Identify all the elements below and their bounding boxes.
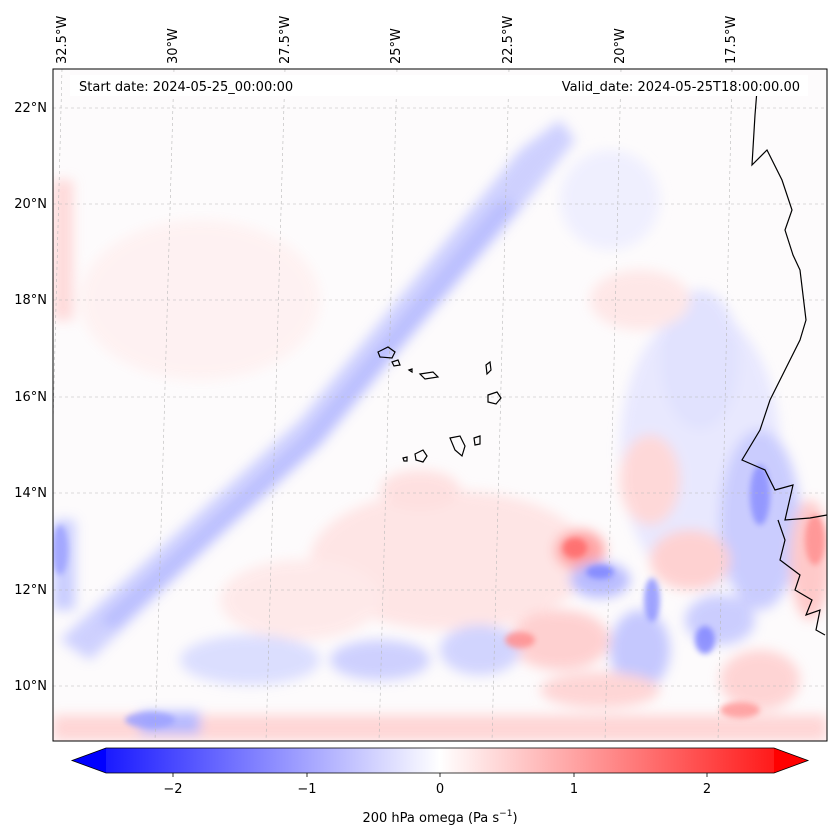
lat-label: 20°N bbox=[14, 197, 47, 212]
lat-label: 12°N bbox=[14, 583, 47, 598]
lon-label: 17.5°W bbox=[724, 16, 739, 64]
map-frame bbox=[52, 68, 828, 742]
map-panel[interactable]: Start date: 2024-05-25_00:00:00 Valid_da… bbox=[45, 68, 830, 742]
colorbar-label: 200 hPa omega (Pa s−1) bbox=[362, 809, 517, 826]
lon-label: 27.5°W bbox=[278, 16, 293, 64]
lon-label: 22.5°W bbox=[501, 16, 516, 64]
latitude-labels: 22°N 20°N 18°N 16°N 14°N 12°N 10°N bbox=[14, 101, 47, 694]
lat-label: 22°N bbox=[14, 101, 47, 116]
lat-label: 16°N bbox=[14, 390, 47, 405]
colorbar-tick: −2 bbox=[163, 782, 182, 797]
valid-date-label: Valid_date: 2024-05-25T18:00:00.00 bbox=[562, 80, 800, 95]
lat-label: 10°N bbox=[14, 679, 47, 694]
colorbar-tick: 1 bbox=[570, 782, 578, 797]
colorbar-min-extend bbox=[72, 748, 106, 773]
colorbar-tick: 2 bbox=[703, 782, 711, 797]
cape-verde-islands bbox=[377, 346, 502, 463]
colorbar-label-sup: −1 bbox=[499, 809, 512, 819]
colorbar: −2 −1 0 1 2 200 hPa omega (Pa s−1) bbox=[70, 747, 810, 826]
header-box bbox=[70, 75, 808, 96]
start-date-label: Start date: 2024-05-25_00:00:00 bbox=[79, 80, 293, 95]
lon-label: 25°W bbox=[389, 28, 404, 64]
lon-label: 20°W bbox=[613, 28, 628, 64]
lat-label: 18°N bbox=[14, 293, 47, 308]
colorbar-tick: 0 bbox=[436, 782, 444, 797]
colorbar-label-text: 200 hPa omega (Pa s bbox=[362, 811, 499, 826]
lat-label: 14°N bbox=[14, 486, 47, 501]
longitude-labels: 32.5°W 30°W 27.5°W 25°W 22.5°W 20°W 17.5… bbox=[55, 16, 739, 64]
lon-label: 32.5°W bbox=[55, 16, 70, 64]
omega-field bbox=[53, 120, 827, 741]
colorbar-tick: −1 bbox=[297, 782, 316, 797]
coastline-africa bbox=[741, 89, 828, 636]
colorbar-label-close: ) bbox=[512, 811, 517, 826]
colorbar-max-extend bbox=[774, 748, 808, 773]
lon-label: 30°W bbox=[166, 28, 181, 64]
